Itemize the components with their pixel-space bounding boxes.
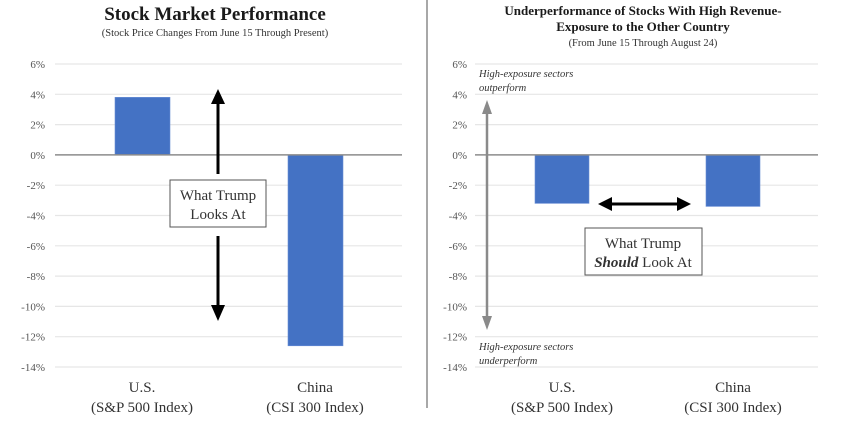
annotation-should-rest: Look At — [638, 255, 692, 271]
right-y-tick-label: -10% — [443, 301, 467, 313]
left-y-tick-label: -12% — [21, 332, 45, 344]
right-bar-us — [534, 154, 590, 204]
down-arrow-icon — [211, 305, 225, 321]
right-bar-china — [705, 154, 761, 207]
right-y-tick-label: -6% — [449, 241, 467, 253]
right-category-label-us: U.S. — [549, 380, 576, 396]
right-category-sublabel-us: (S&P 500 Index) — [511, 400, 613, 416]
left-chart-subtitle: (Stock Price Changes From June 15 Throug… — [102, 28, 329, 39]
right-y-tick-label: 6% — [452, 59, 467, 71]
right-y-tick-label: 2% — [452, 120, 467, 132]
left-category-sublabel-china: (CSI 300 Index) — [266, 400, 364, 416]
annotation-should-line2: Should Look At — [594, 255, 692, 271]
compare-arrow-left-icon — [598, 197, 612, 211]
annotation-box-should-look-at — [584, 227, 703, 276]
note-outperform-line1: High-exposure sectors — [478, 69, 573, 80]
left-y-tick-label: 4% — [30, 89, 45, 101]
annotation-box-looks-at — [169, 179, 267, 228]
left-y-tick-label: -8% — [27, 271, 45, 283]
right-category-label-china: China — [715, 380, 751, 396]
right-y-tick-label: -8% — [449, 271, 467, 283]
right-chart-subtitle: (From June 15 Through August 24) — [569, 38, 718, 49]
left-y-tick-label: -14% — [21, 362, 45, 374]
annotation-should-line1: What Trump — [605, 236, 681, 252]
left-y-tick-label: -10% — [21, 301, 45, 313]
left-chart-title: Stock Market Performance — [104, 4, 326, 25]
up-arrow-icon — [211, 89, 225, 104]
right-y-tick-label: 4% — [452, 89, 467, 101]
left-y-tick-label: 2% — [30, 120, 45, 132]
note-outperform-line2: outperform — [479, 83, 527, 94]
right-y-tick-label: 0% — [452, 150, 467, 162]
left-chart: Stock Market Performance (Stock Price Ch… — [21, 4, 402, 416]
left-y-tick-label: -6% — [27, 241, 45, 253]
right-category-sublabel-china: (CSI 300 Index) — [684, 400, 782, 416]
right-chart-title-line1: Underperformance of Stocks With High Rev… — [504, 3, 781, 18]
left-y-tick-label: 6% — [30, 59, 45, 71]
right-y-tick-label: -4% — [449, 211, 467, 223]
note-underperform-line1: High-exposure sectors — [478, 342, 573, 353]
left-bar-china — [287, 154, 344, 347]
annotation-should-emphasis: Should — [594, 255, 639, 271]
annotation-looks-at-line2: Looks At — [190, 207, 246, 223]
right-chart-title-line2: Exposure to the Other Country — [556, 19, 730, 34]
left-category-label-china: China — [297, 380, 333, 396]
left-y-tick-label: -2% — [27, 180, 45, 192]
note-underperform-line2: underperform — [479, 356, 538, 367]
left-y-tick-label: -4% — [27, 211, 45, 223]
right-y-tick-label: -12% — [443, 332, 467, 344]
left-y-tick-label: 0% — [30, 150, 45, 162]
left-bar-us — [114, 97, 171, 156]
exposure-arrow-up-icon — [482, 100, 492, 114]
annotation-looks-at-line1: What Trump — [180, 188, 256, 204]
right-y-tick-label: -2% — [449, 180, 467, 192]
left-category-label-us: U.S. — [129, 380, 156, 396]
right-y-tick-label: -14% — [443, 362, 467, 374]
right-chart: Underperformance of Stocks With High Rev… — [443, 3, 818, 416]
left-category-sublabel-us: (S&P 500 Index) — [91, 400, 193, 416]
exposure-arrow-down-icon — [482, 316, 492, 330]
compare-arrow-right-icon — [677, 197, 691, 211]
